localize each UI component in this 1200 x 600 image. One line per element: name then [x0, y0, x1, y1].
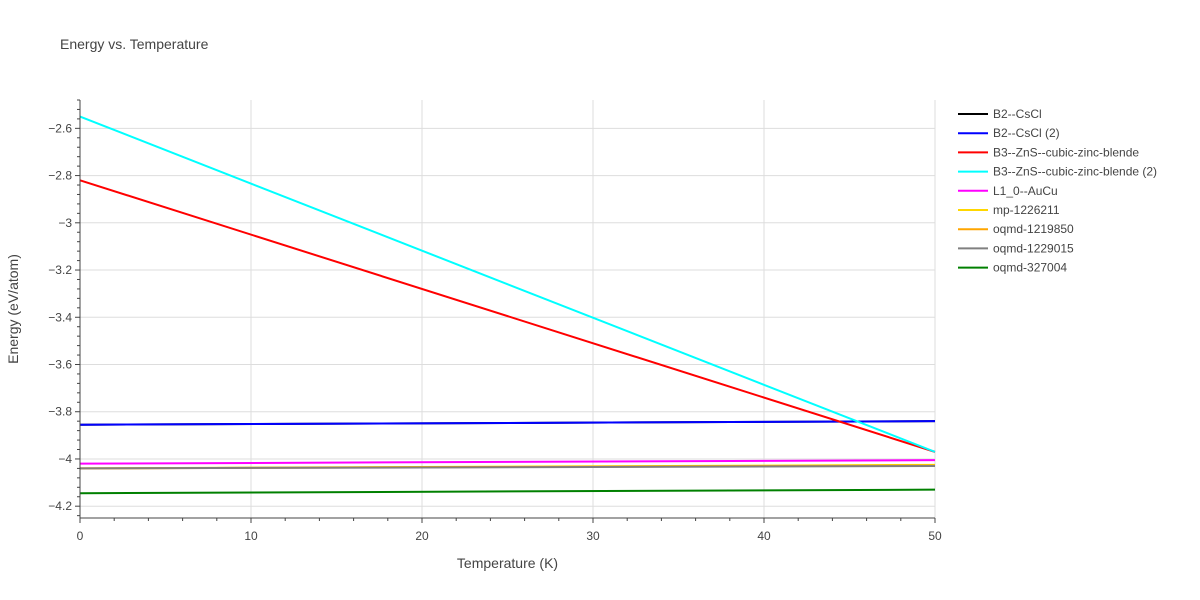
series-line: [79, 179, 936, 453]
legend-label: oqmd-1229015: [993, 241, 1074, 255]
x-tick-label: 50: [928, 529, 942, 543]
y-axis-title: Energy (eV/atom): [5, 254, 21, 364]
y-tick-label: −3.4: [48, 310, 72, 324]
y-tick-label: −3.6: [48, 357, 72, 371]
legend-label: B2--CsCl: [993, 107, 1042, 121]
legend-label: mp-1226211: [993, 203, 1060, 217]
y-tick-label: −4: [58, 452, 72, 466]
y-tick-label: −4.2: [48, 499, 72, 513]
legend: B2--CsCl B2--CsCl (2) B3--ZnS--cubic-zinc-…: [958, 107, 1157, 275]
x-tick-label: 0: [77, 529, 84, 543]
y-tick-label: −3.2: [48, 263, 72, 277]
legend-label: B2--CsCl (2): [993, 126, 1060, 140]
grid-lines: [80, 100, 936, 518]
legend-label: oqmd-327004: [993, 261, 1067, 275]
x-tick-labels: 0 10 20 30 40 50: [77, 529, 942, 543]
x-tick-label: 10: [244, 529, 258, 543]
series-line: [79, 115, 936, 453]
legend-label: B3--ZnS--cubic-zinc-blende: [993, 145, 1139, 159]
series-lines: [79, 115, 936, 495]
x-axis-title: Temperature (K): [457, 555, 558, 571]
y-tick-labels: −2.6 −2.8 −3 −3.2 −3.4 −3.6 −3.8 −4 −4.2: [48, 121, 72, 513]
y-tick-label: −3: [58, 216, 72, 230]
x-tick-label: 20: [415, 529, 429, 543]
legend-label: L1_0--AuCu: [993, 184, 1058, 198]
y-tick-label: −2.6: [48, 121, 72, 135]
series-line: [79, 465, 936, 470]
chart-title: Energy vs. Temperature: [60, 36, 209, 52]
x-tick-label: 30: [586, 529, 600, 543]
y-tick-label: −3.8: [48, 405, 72, 419]
series-line: [79, 459, 936, 465]
series-line: [79, 420, 936, 426]
y-tick-label: −2.8: [48, 169, 72, 183]
legend-label: B3--ZnS--cubic-zinc-blende (2): [993, 165, 1157, 179]
series-line: [79, 488, 936, 495]
legend-label: oqmd-1219850: [993, 222, 1074, 236]
axes: [75, 99, 936, 523]
x-tick-label: 40: [757, 529, 771, 543]
